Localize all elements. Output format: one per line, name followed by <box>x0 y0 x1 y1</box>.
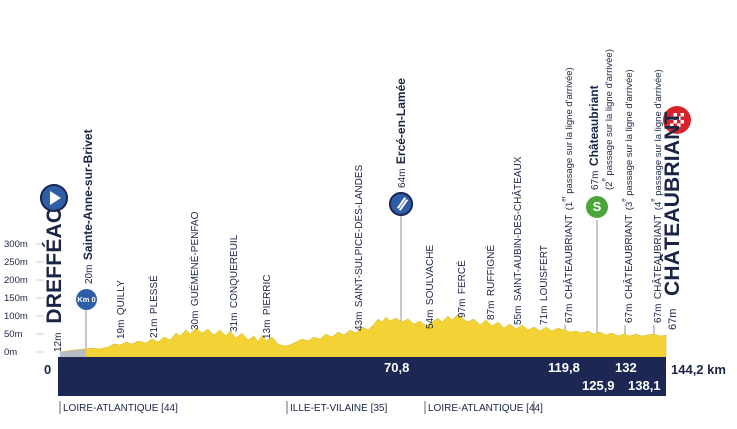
place-label: 87m RUFFIGNÉ <box>486 244 497 320</box>
start-grey-segment <box>60 349 86 357</box>
y-axis-ticks <box>36 243 44 353</box>
km-passage-1: 119,8 <box>548 360 580 375</box>
place-label: 30m GUÉMENÉ-PENFAO <box>190 211 201 330</box>
elevation-profile <box>59 313 667 358</box>
km-bar <box>58 357 666 396</box>
place-label: 13m PIERRIC <box>262 274 273 339</box>
passage-label: 67m CHÂTEAUBRIANT (1er passage sur la li… <box>561 67 575 323</box>
finish-label: 67m <box>667 308 679 330</box>
y-tick-label: 150m <box>4 293 28 304</box>
km-passage-3: 132 <box>615 360 637 375</box>
place-label: 43m SAINT-SULPICE-DES-LANDES <box>354 164 365 331</box>
place-label: 21m PLESSÉ <box>149 275 160 338</box>
department-label: ILLE-ET-VILAINE [35] <box>290 403 388 414</box>
y-tick-label: 200m <box>4 275 28 286</box>
y-tick-label: 100m <box>4 311 28 322</box>
feed-zone-label: 64m Ercé-en-Lamée <box>394 78 408 188</box>
place-label: 97m FERCÉ <box>457 260 468 318</box>
km-passage-4: 138,1 <box>628 378 661 393</box>
start-label: 12m DREFFÉAC <box>43 207 66 352</box>
km0-label: 20m Sainte-Anne-sur-Brivet <box>81 129 95 284</box>
sprint-note: (2e passage sur la ligne d'arrivée) <box>601 49 615 190</box>
y-tick-label: 0m <box>4 347 18 358</box>
y-tick-label: 300m <box>4 239 28 250</box>
km-feed: 70,8 <box>384 360 410 375</box>
place-label: 71m LOUISFERT <box>539 245 550 325</box>
km0-marker-icon: Km 0 <box>76 289 97 310</box>
feed-zone-icon <box>389 192 413 216</box>
y-tick-label: 250m <box>4 257 28 268</box>
km-sprint: 125,9 <box>582 378 615 393</box>
department-label: LOIRE-ATLANTIQUE [44] <box>428 403 543 414</box>
place-label: 19m QUILLY <box>116 280 127 339</box>
finish-flag-icon <box>663 106 691 134</box>
km-total: 144,2 km <box>671 362 726 377</box>
place-label: 31m CONQUEREUIL <box>229 234 240 332</box>
place-label: 54m SOULVACHE <box>425 244 436 329</box>
start-play-icon <box>40 184 68 212</box>
km-start: 0 <box>44 362 52 377</box>
department-label: LOIRE-ATLANTIQUE [44] <box>63 403 178 414</box>
sprint-icon: S <box>586 196 608 218</box>
finish-name: CHÂTEAUBRIANT <box>661 111 684 296</box>
y-tick-label: 50m <box>4 329 23 340</box>
passage-label: 67m CHÂTEAUBRIANT (3e passage sur la lig… <box>621 69 635 323</box>
department-separators <box>59 401 535 414</box>
place-label: 55m SAINT-AUBIN-DES-CHÂTEAUX <box>513 156 524 325</box>
